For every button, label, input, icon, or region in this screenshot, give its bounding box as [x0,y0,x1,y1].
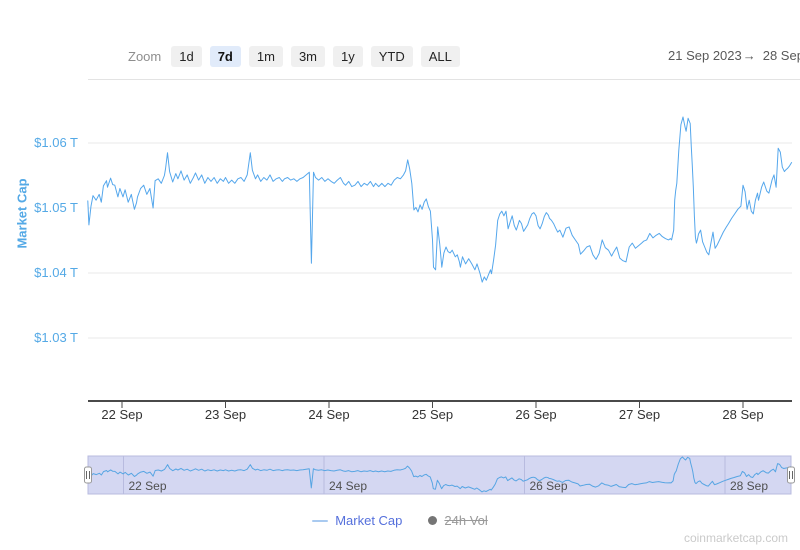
navigator-tick-label: 24 Sep [329,479,368,493]
watermark: coinmarketcap.com [683,531,788,545]
legend-circle-marker-icon [428,516,438,525]
y-axis-tick-label: $1.04 T [34,265,78,280]
zoom-button-all[interactable]: ALL [420,45,460,67]
zoom-button-ytd[interactable]: YTD [370,45,413,67]
zoom-button-1y[interactable]: 1y [333,45,363,67]
legend-item-market-cap[interactable]: Market Cap [312,513,402,528]
market-cap-series-line[interactable] [87,116,793,283]
zoom-buttons-group: 1d 7d 1m 3m 1y YTD ALL [171,45,468,67]
navigator-tick-label: 26 Sep [529,479,568,493]
x-axis-tick-label: 25 Sep [411,407,454,422]
legend-label: 24h Vol [444,513,488,528]
navigator-series-line [87,456,792,493]
navigator-track[interactable] [87,455,792,495]
navigator-tick-label: 22 Sep [128,479,167,493]
y-axis-tick-label: $1.06 T [34,135,78,150]
x-axis-tick-label: 23 Sep [204,407,247,422]
zoom-button-3m[interactable]: 3m [290,45,325,67]
zoom-toolbar: Zoom 1d 7d 1m 3m 1y YTD ALL [128,45,468,67]
date-range-arrow-icon: → [742,48,756,63]
y-axis-tick-label: $1.05 T [34,200,78,215]
legend-line-marker-icon [312,519,329,522]
date-range-start[interactable]: 21 Sep 2023 [668,48,742,63]
x-axis-tick-label: 22 Sep [101,407,143,422]
navigator-handle-left[interactable] [84,466,92,484]
navigator-handle-right[interactable] [787,466,795,484]
zoom-button-7d[interactable]: 7d [209,45,241,67]
navigator-tick-label: 28 Sep [730,479,769,493]
zoom-button-1m[interactable]: 1m [248,45,283,67]
x-axis-tick-label: 27 Sep [618,407,661,422]
zoom-toolbar-label: Zoom [128,48,162,64]
date-range-end[interactable]: 28 Sep 2023 [762,48,800,63]
x-axis-tick-label: 28 Sep [722,407,764,422]
x-axis-tick-label: 26 Sep [515,407,557,422]
zoom-button-1d[interactable]: 1d [171,45,202,67]
legend-item-24h-vol[interactable]: 24h Vol [428,513,488,528]
y-axis-tick-label: $1.03 T [34,330,78,345]
date-range: 21 Sep 2023→ 28 Sep 2023 [668,48,800,63]
legend-label: Market Cap [335,513,403,528]
x-axis-tick-label: 24 Sep [308,407,350,422]
toolbar-separator [88,79,800,80]
chart-legend: Market Cap 24h Vol [0,513,800,528]
